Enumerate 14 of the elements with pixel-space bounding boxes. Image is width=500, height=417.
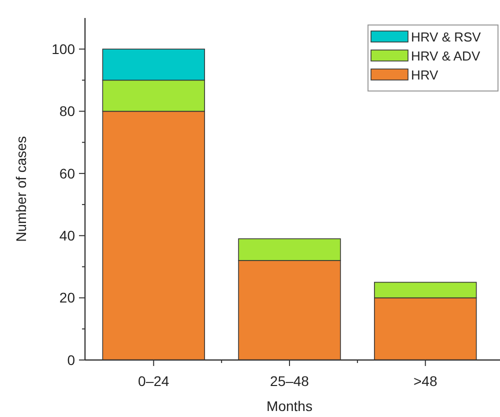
x-tick-label: 25–48 bbox=[270, 373, 310, 389]
x-tick-label: >48 bbox=[414, 373, 438, 389]
x-tick-label: 0–24 bbox=[138, 373, 170, 389]
legend-label: HRV & ADV bbox=[411, 48, 480, 64]
y-tick-label: 40 bbox=[59, 228, 76, 244]
y-tick-label: 0 bbox=[67, 352, 76, 368]
y-tick-label: 100 bbox=[52, 40, 76, 57]
y-tick-label: 80 bbox=[59, 103, 76, 120]
y-axis-title: Number of cases bbox=[13, 136, 29, 242]
y-tick-label: 60 bbox=[59, 165, 76, 182]
legend-label: HRV & RSV bbox=[411, 30, 482, 45]
legend-label: HRV bbox=[411, 68, 439, 83]
y-tick-label: 20 bbox=[59, 290, 76, 306]
x-axis-title: Months bbox=[266, 398, 312, 414]
